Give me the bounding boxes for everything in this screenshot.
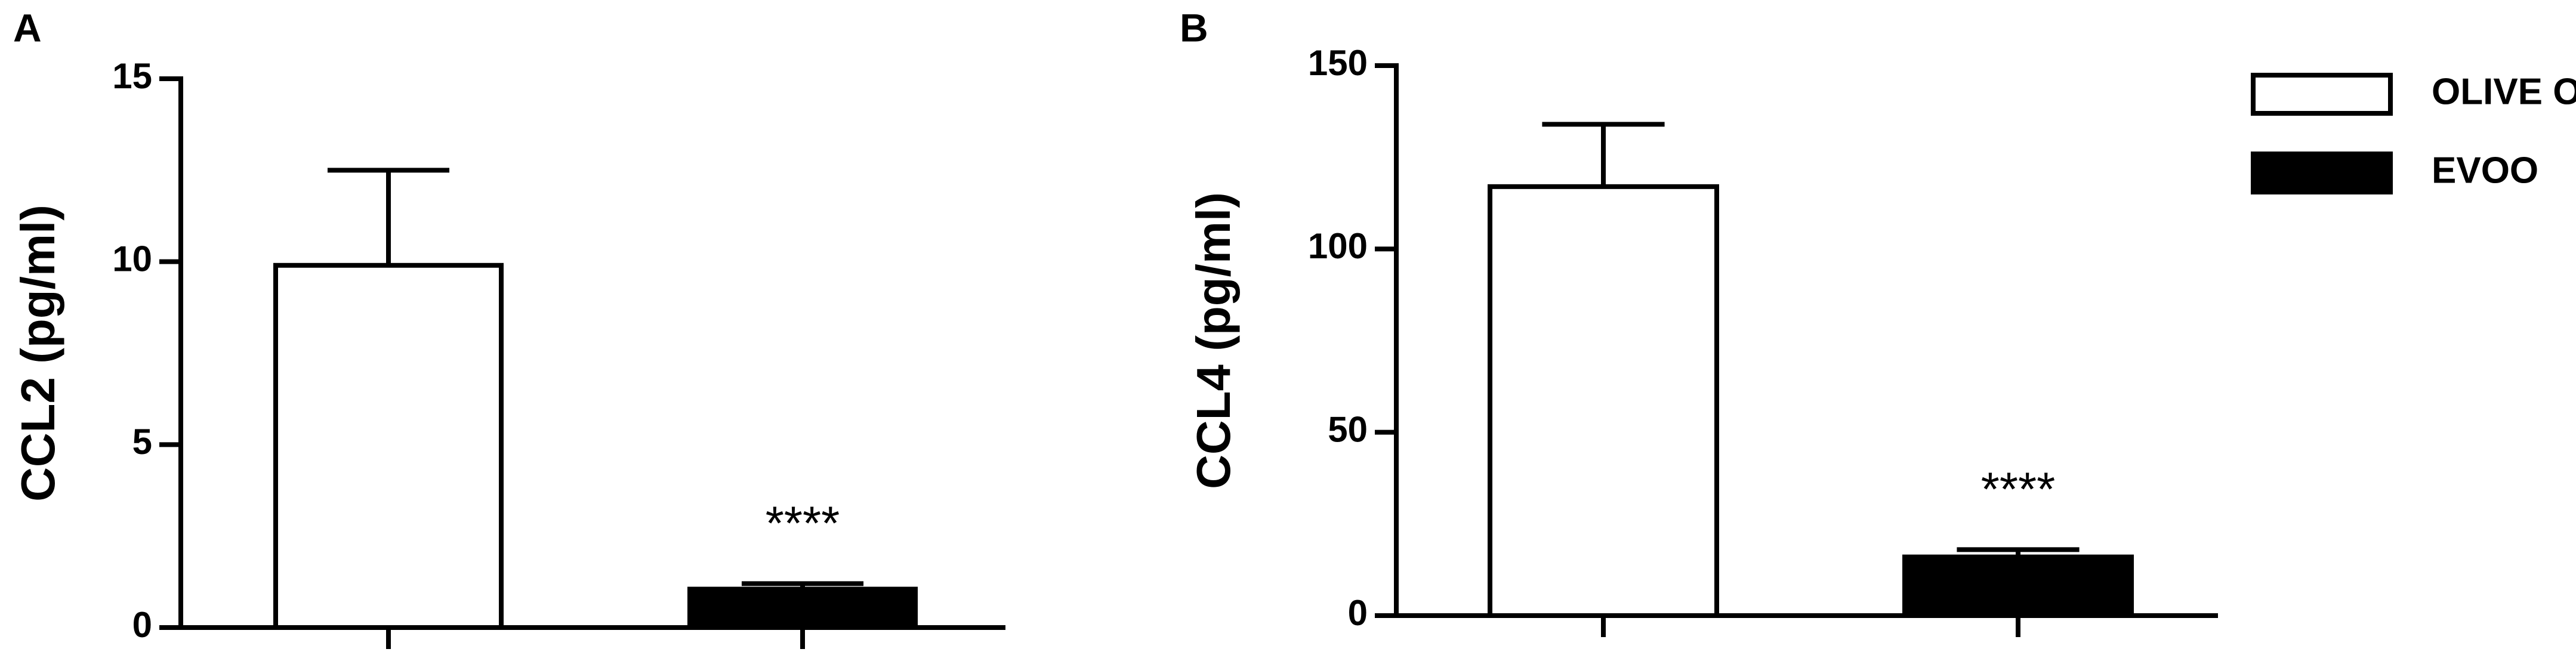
y-axis-title: CCL4 (pg/ml) <box>1187 192 1240 489</box>
y-tick-label: 0 <box>1348 593 1368 633</box>
significance-label: **** <box>766 497 840 550</box>
y-tick-label: 15 <box>112 56 152 96</box>
y-tick-label: 50 <box>1328 410 1368 450</box>
y-tick-label: 5 <box>132 422 152 462</box>
bar <box>1902 554 2134 618</box>
y-tick-label: 10 <box>112 239 152 279</box>
y-axis-title: CCL2 (pg/ml) <box>11 205 64 502</box>
bar <box>687 586 918 630</box>
bar <box>273 262 504 630</box>
legend-label: EVOO <box>2432 150 2538 191</box>
panel-label: B <box>1180 5 1208 50</box>
legend-swatch <box>2251 152 2393 194</box>
y-tick-label: 100 <box>1308 226 1368 266</box>
y-tick-label: 150 <box>1308 43 1368 83</box>
panel-label: A <box>13 5 42 50</box>
legend-label: OLIVE OIL <box>2432 71 2576 112</box>
significance-label: **** <box>1981 462 2056 515</box>
y-tick-label: 0 <box>132 605 152 645</box>
bar <box>1488 184 1719 618</box>
legend-swatch <box>2251 73 2393 116</box>
